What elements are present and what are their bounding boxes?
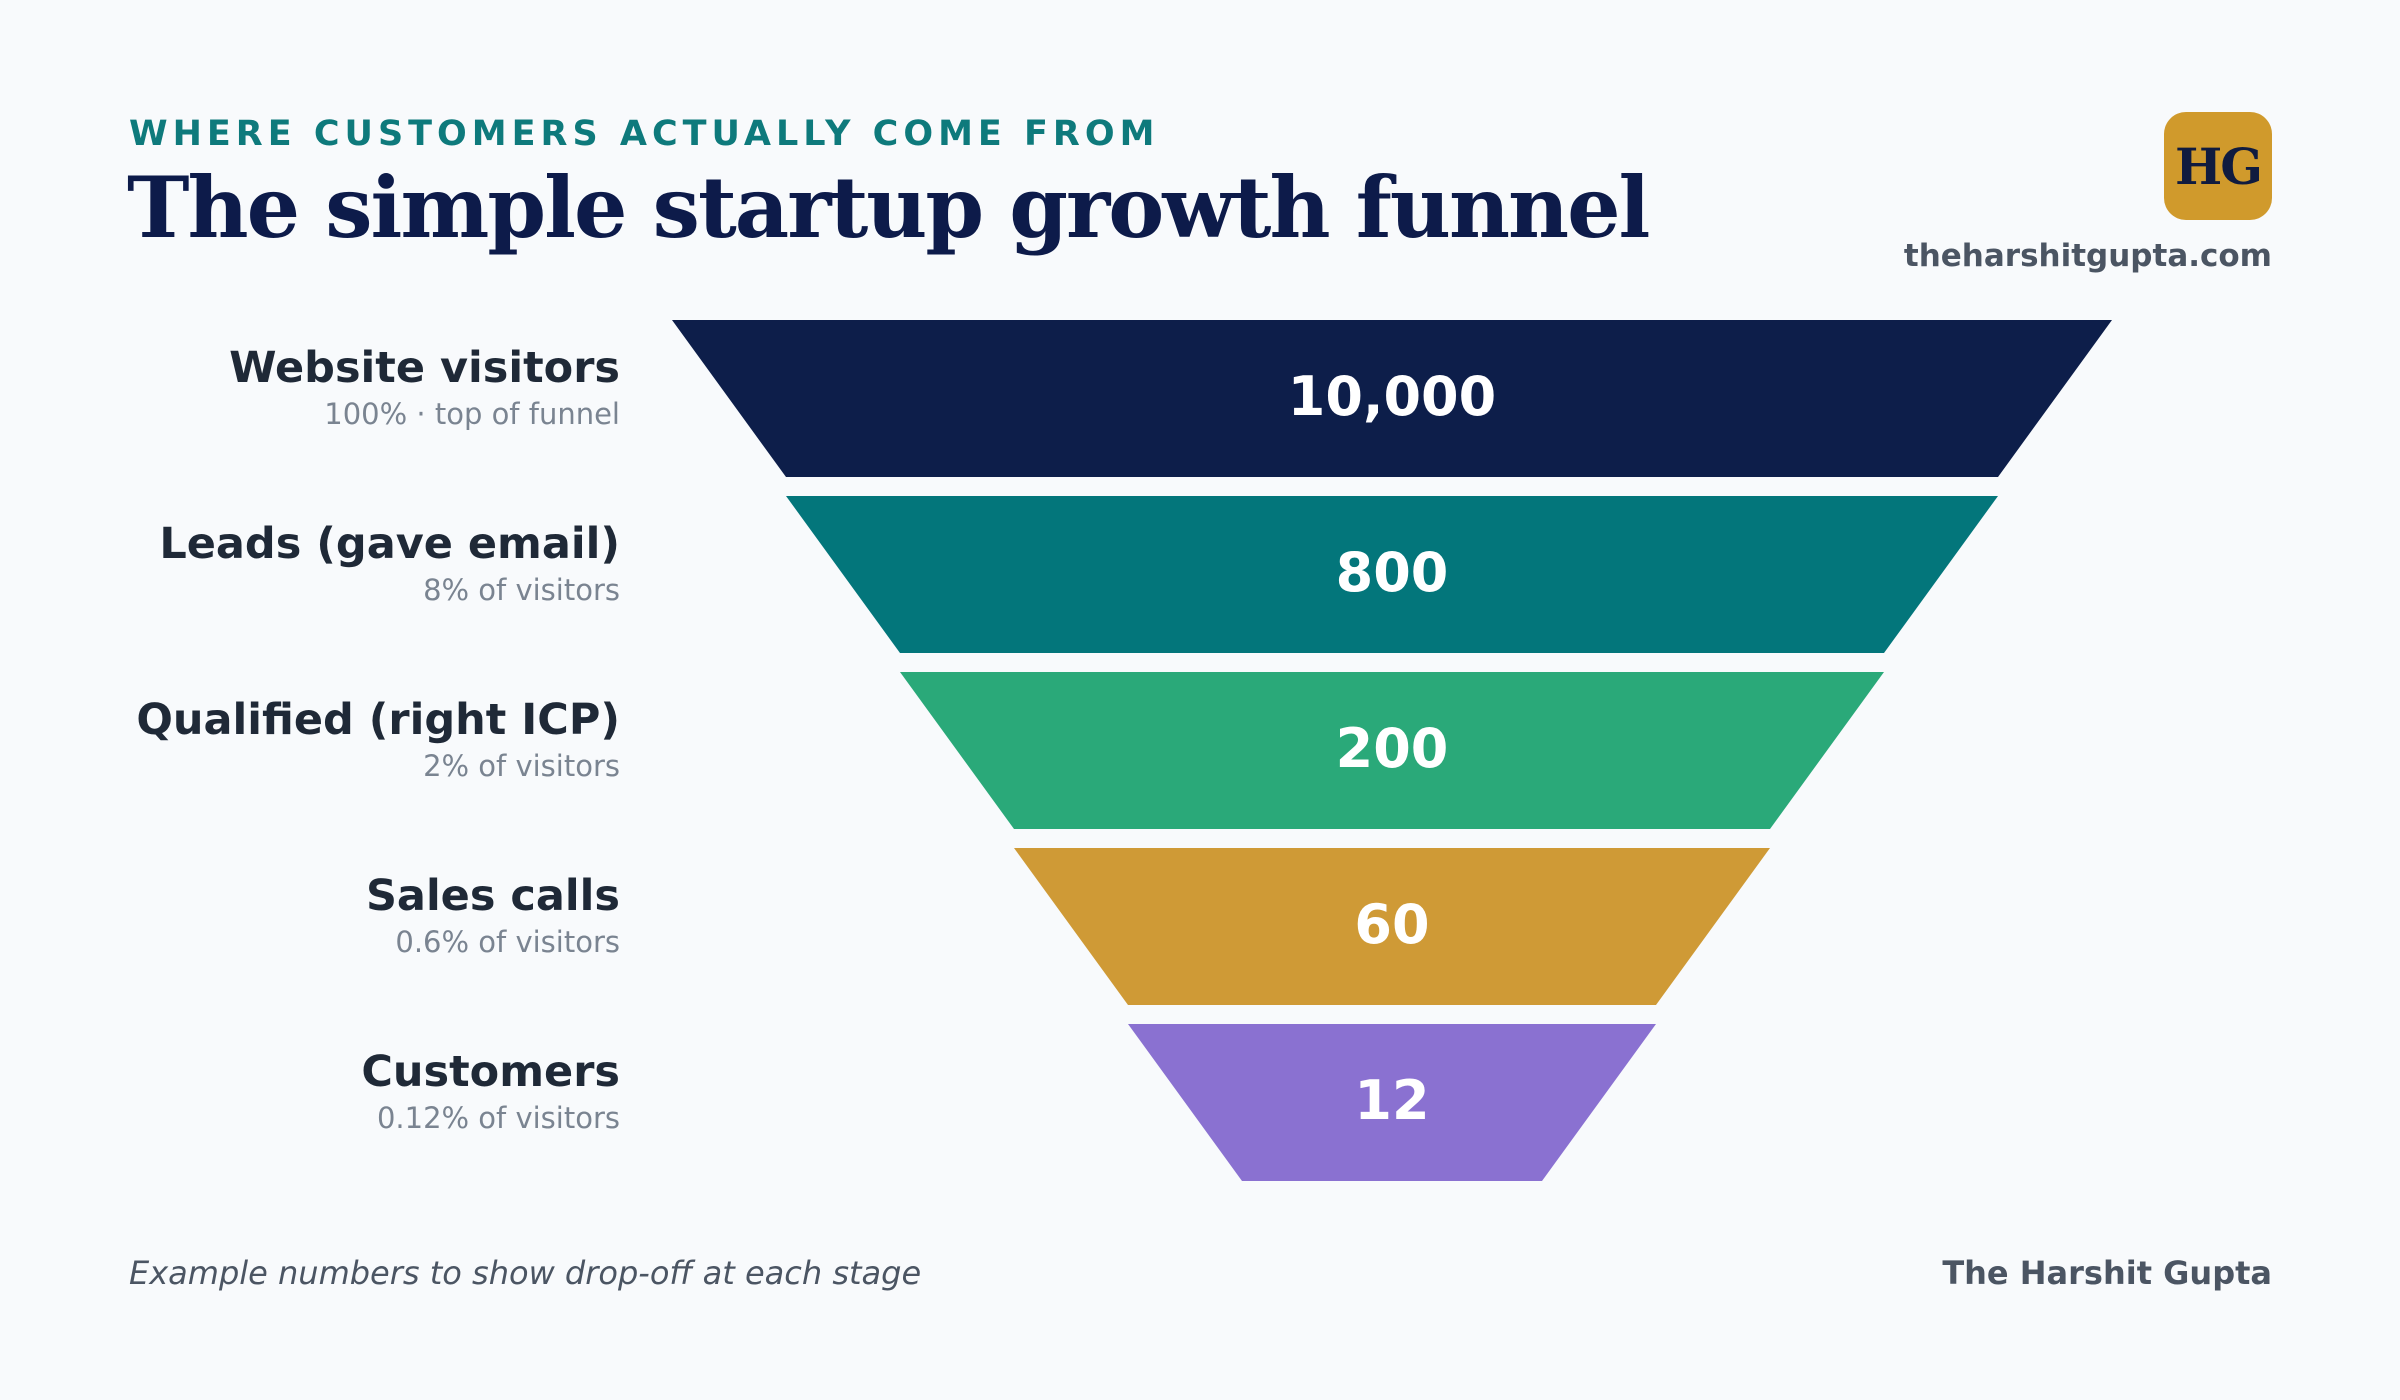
stage-subtitle: 2% of visitors xyxy=(423,749,620,783)
stage-subtitle: 0.6% of visitors xyxy=(395,925,620,959)
funnel-band-3 xyxy=(900,672,1884,829)
footer-note: Example numbers to show drop-off at each… xyxy=(129,1254,922,1292)
funnel-band-4 xyxy=(1014,848,1770,1005)
footer-author: The Harshit Gupta xyxy=(1942,1254,2272,1292)
stage-subtitle: 0.12% of visitors xyxy=(376,1101,620,1135)
funnel-band-5 xyxy=(1128,1024,1656,1181)
funnel-value-label-5: 12 xyxy=(1354,1069,1429,1132)
stage-label-5: Customers 0.12% of visitors xyxy=(0,1046,620,1138)
stage-name: Qualified (right ICP) xyxy=(136,695,620,745)
chart-title: The simple startup growth funnel xyxy=(127,158,1650,257)
stage-subtitle: 100% · top of funnel xyxy=(324,397,620,431)
stage-label-2: Leads (gave email) 8% of visitors xyxy=(0,518,620,610)
funnel-band-2 xyxy=(786,496,1998,653)
logo-text: HG xyxy=(2175,136,2263,196)
eyebrow: WHERE CUSTOMERS ACTUALLY COME FROM xyxy=(129,114,1160,154)
stage-label-3: Qualified (right ICP) 2% of visitors xyxy=(0,694,620,786)
funnel-value-label-2: 800 xyxy=(1336,541,1449,604)
stage-name: Customers xyxy=(361,1047,620,1097)
stage-label-1: Website visitors 100% · top of funnel xyxy=(0,342,620,434)
funnel-value-label-1: 10,000 xyxy=(1288,365,1496,428)
logo: HG xyxy=(2164,112,2272,220)
stage-name: Sales calls xyxy=(365,871,620,921)
funnel-value-label-4: 60 xyxy=(1354,893,1429,956)
stage-name: Leads (gave email) xyxy=(159,519,620,569)
site-url: theharshitgupta.com xyxy=(1903,238,2272,274)
funnel-band-1 xyxy=(672,320,2112,477)
stage-subtitle: 8% of visitors xyxy=(423,573,620,607)
funnel-value-label-3: 200 xyxy=(1336,717,1449,780)
stage-label-4: Sales calls 0.6% of visitors xyxy=(0,870,620,962)
stage-name: Website visitors xyxy=(229,343,620,393)
